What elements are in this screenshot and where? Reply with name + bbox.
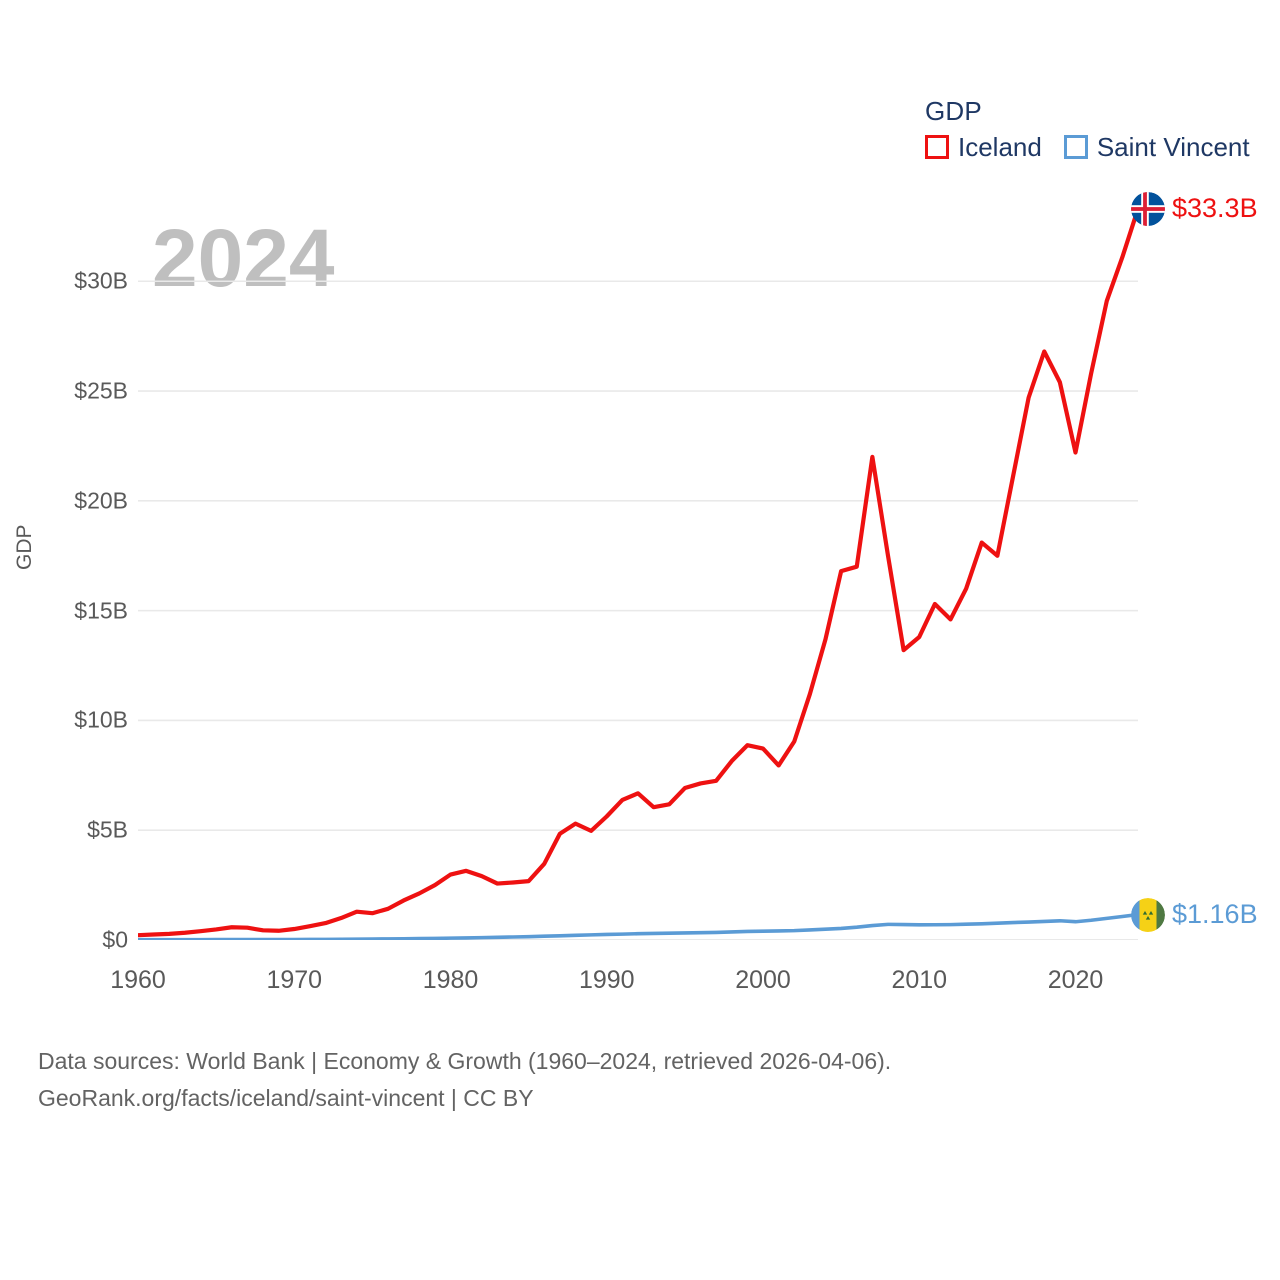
endpoint-value-iceland: $33.3B xyxy=(1172,193,1258,224)
y-axis-title: GDP xyxy=(13,524,36,570)
endpoint-value-saint-vincent: $1.16B xyxy=(1172,899,1258,930)
series-line-iceland xyxy=(138,206,1138,938)
y-axis-tick-label: $30B xyxy=(74,267,128,294)
legend-swatch-iceland xyxy=(925,135,949,159)
chart-canvas xyxy=(138,206,1138,940)
endpoint-label-saint-vincent[interactable]: $1.16B xyxy=(1131,897,1258,932)
x-axis-tick-label: 2010 xyxy=(891,966,948,994)
x-axis-tick-label: 1970 xyxy=(266,966,323,994)
chart-legend: GDP Iceland Saint Vincent xyxy=(925,98,1255,160)
saint-vincent-flag-icon xyxy=(1131,897,1165,932)
gridlines xyxy=(138,280,1138,940)
y-axis-tick-label: $25B xyxy=(74,377,128,404)
footer: Data sources: World Bank | Economy & Gro… xyxy=(38,1043,1218,1118)
footer-attribution: GeoRank.org/facts/iceland/saint-vincent … xyxy=(38,1085,534,1112)
y-axis-tick-label: $15B xyxy=(74,597,128,624)
iceland-flag-icon xyxy=(1131,191,1165,226)
y-axis-tick-label: $0 xyxy=(102,926,128,953)
y-axis-tick-label: $20B xyxy=(74,487,128,514)
legend-label-iceland: Iceland xyxy=(958,132,1042,162)
y-axis-tick-label: $10B xyxy=(74,706,128,733)
series-line-saint-vincent xyxy=(138,912,1138,940)
legend-label-saint-vincent: Saint Vincent xyxy=(1096,132,1250,162)
legend-item-saint-vincent[interactable]: Saint Vincent xyxy=(1063,132,1250,162)
x-axis-tick-label: 2020 xyxy=(1047,966,1104,994)
legend-title: GDP xyxy=(925,96,982,126)
x-axis-tick-label: 1990 xyxy=(578,966,635,994)
endpoint-label-iceland[interactable]: $33.3B xyxy=(1131,191,1258,226)
y-axis-tick-label: $5B xyxy=(87,816,128,843)
data-series xyxy=(138,206,1138,940)
year-watermark: 2024 xyxy=(152,213,335,304)
legend-item-iceland[interactable]: Iceland xyxy=(925,134,1042,160)
footer-data-sources: Data sources: World Bank | Economy & Gro… xyxy=(38,1048,892,1074)
legend-items: Iceland Saint Vincent xyxy=(925,134,1255,160)
x-axis-tick-label: 1980 xyxy=(422,966,479,994)
plot-area xyxy=(138,200,1138,940)
legend-swatch-saint-vincent xyxy=(1063,135,1088,159)
x-axis-tick-label: 2000 xyxy=(735,966,791,994)
x-axis-tick-label: 1960 xyxy=(110,966,166,994)
